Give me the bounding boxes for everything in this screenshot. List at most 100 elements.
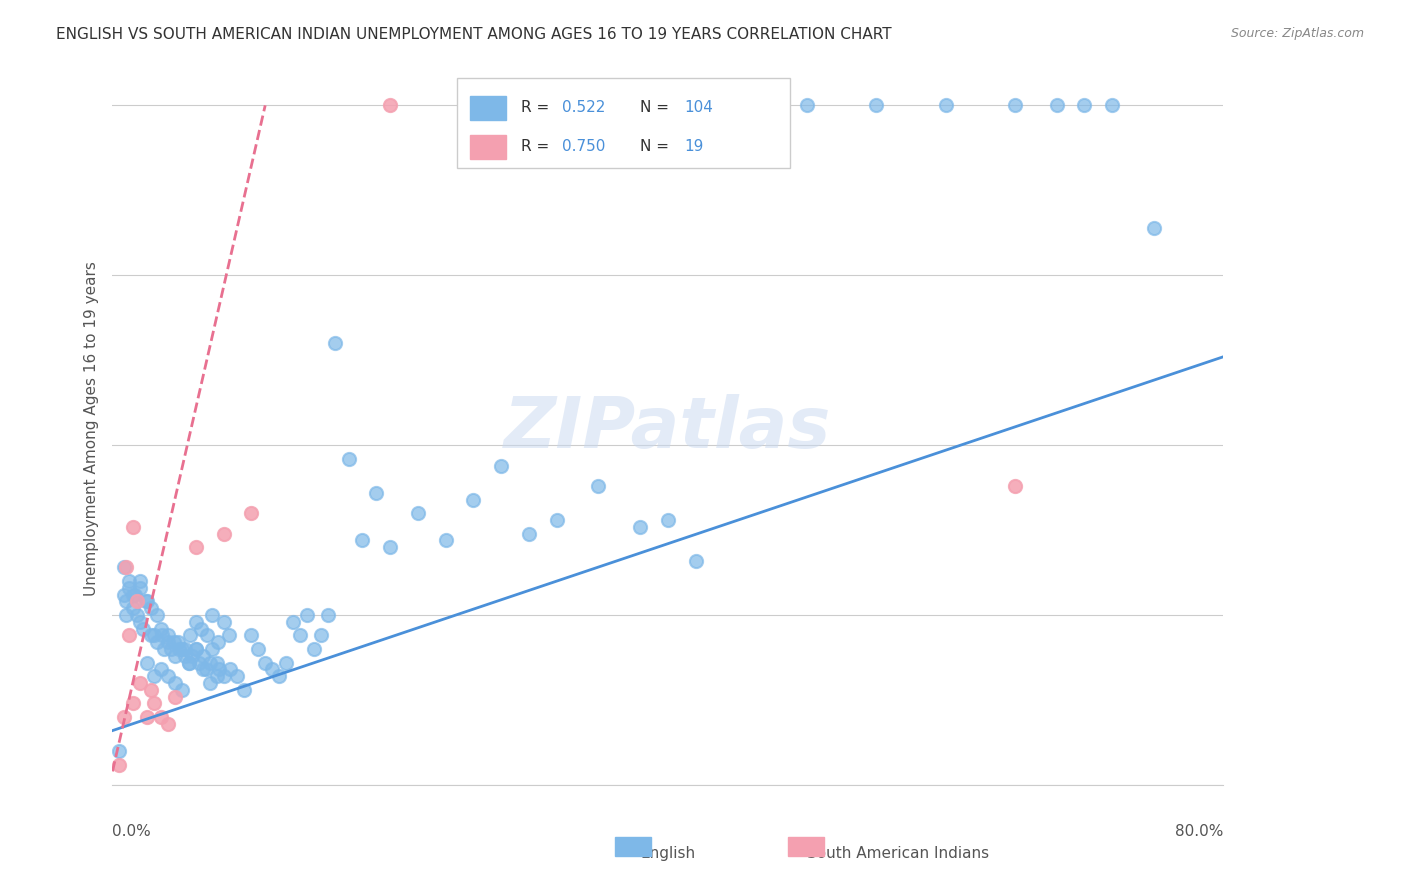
Point bbox=[1045, 98, 1069, 112]
Point bbox=[170, 682, 193, 697]
Text: R =: R = bbox=[522, 100, 554, 114]
Point bbox=[195, 628, 218, 642]
Point bbox=[132, 622, 155, 636]
Point bbox=[218, 628, 240, 642]
Point bbox=[157, 628, 180, 642]
Point bbox=[207, 635, 229, 649]
Point bbox=[274, 656, 297, 670]
Point bbox=[205, 656, 228, 670]
FancyBboxPatch shape bbox=[787, 837, 824, 856]
Point bbox=[1004, 98, 1026, 112]
Point bbox=[135, 594, 157, 608]
Point bbox=[157, 635, 180, 649]
Point bbox=[588, 479, 610, 493]
Point bbox=[302, 642, 325, 657]
Text: English: English bbox=[640, 846, 696, 861]
Point bbox=[118, 628, 141, 642]
Point bbox=[517, 526, 540, 541]
Point bbox=[124, 588, 146, 602]
Point bbox=[212, 526, 235, 541]
Point bbox=[152, 628, 174, 642]
Point bbox=[162, 635, 184, 649]
Point bbox=[657, 513, 679, 527]
Point bbox=[177, 656, 200, 670]
Text: N =: N = bbox=[640, 139, 673, 153]
Point bbox=[143, 669, 166, 683]
Point bbox=[796, 98, 818, 112]
Point bbox=[146, 608, 169, 623]
Point bbox=[184, 642, 207, 657]
Point bbox=[316, 608, 339, 623]
Point bbox=[546, 513, 568, 527]
Point bbox=[1143, 220, 1166, 235]
Point bbox=[129, 574, 152, 588]
Point bbox=[141, 682, 163, 697]
Point bbox=[309, 628, 332, 642]
Point bbox=[685, 554, 707, 568]
Point bbox=[254, 656, 277, 670]
Text: 0.750: 0.750 bbox=[562, 139, 606, 153]
FancyBboxPatch shape bbox=[470, 95, 506, 120]
Point bbox=[725, 98, 748, 112]
Text: 19: 19 bbox=[685, 139, 704, 153]
Point bbox=[406, 506, 429, 520]
Point bbox=[434, 533, 457, 548]
Text: 80.0%: 80.0% bbox=[1175, 824, 1223, 838]
Text: 0.522: 0.522 bbox=[562, 100, 606, 114]
FancyBboxPatch shape bbox=[457, 78, 790, 168]
Point bbox=[1101, 98, 1123, 112]
Point bbox=[118, 581, 141, 595]
Point bbox=[167, 642, 190, 657]
Text: ZIPatlas: ZIPatlas bbox=[505, 393, 831, 463]
Point bbox=[129, 615, 152, 629]
Point bbox=[198, 656, 221, 670]
Point bbox=[173, 642, 195, 657]
Point bbox=[159, 642, 181, 657]
Point bbox=[150, 710, 173, 724]
Point bbox=[122, 601, 145, 615]
Point bbox=[262, 662, 284, 676]
Point bbox=[934, 98, 956, 112]
Point bbox=[247, 642, 270, 657]
Point bbox=[150, 622, 173, 636]
Point bbox=[179, 628, 201, 642]
Point bbox=[201, 642, 224, 657]
Text: 0.0%: 0.0% bbox=[112, 824, 152, 838]
Point bbox=[173, 648, 195, 663]
Point bbox=[205, 669, 228, 683]
Point bbox=[191, 648, 214, 663]
Point bbox=[112, 560, 135, 574]
Point bbox=[127, 608, 149, 623]
Point bbox=[191, 662, 214, 676]
Point bbox=[198, 676, 221, 690]
Point bbox=[108, 744, 131, 758]
Point bbox=[337, 451, 360, 466]
Point bbox=[163, 676, 186, 690]
Text: N =: N = bbox=[640, 100, 673, 114]
Point bbox=[240, 628, 263, 642]
Point bbox=[491, 458, 513, 473]
Point bbox=[170, 642, 193, 657]
Point bbox=[184, 615, 207, 629]
Text: South American Indians: South American Indians bbox=[807, 846, 988, 861]
Point bbox=[129, 676, 152, 690]
Point bbox=[108, 757, 131, 772]
Text: 104: 104 bbox=[685, 100, 713, 114]
Point bbox=[143, 628, 166, 642]
Point bbox=[115, 560, 138, 574]
Point bbox=[129, 581, 152, 595]
Point bbox=[163, 690, 186, 704]
Point bbox=[295, 608, 318, 623]
FancyBboxPatch shape bbox=[470, 135, 506, 159]
Point bbox=[865, 98, 887, 112]
Text: R =: R = bbox=[522, 139, 554, 153]
Point bbox=[136, 710, 159, 724]
Point bbox=[323, 336, 346, 351]
Point bbox=[233, 682, 256, 697]
Point bbox=[267, 669, 291, 683]
Point bbox=[628, 519, 651, 533]
Text: Source: ZipAtlas.com: Source: ZipAtlas.com bbox=[1230, 27, 1364, 40]
Point bbox=[380, 540, 402, 554]
Point bbox=[136, 594, 159, 608]
Point bbox=[122, 588, 145, 602]
